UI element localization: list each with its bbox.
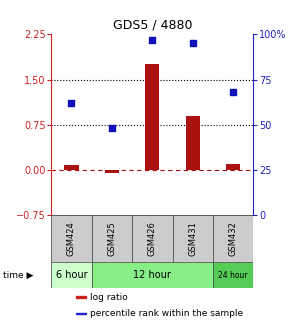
Bar	[76, 313, 86, 314]
Point	[190, 41, 195, 46]
Text: GSM431: GSM431	[188, 221, 197, 256]
Bar	[132, 215, 173, 262]
Bar	[173, 215, 213, 262]
Bar	[186, 116, 200, 170]
Bar	[51, 215, 92, 262]
Text: GSM426: GSM426	[148, 221, 157, 256]
Text: percentile rank within the sample: percentile rank within the sample	[90, 309, 243, 318]
Text: 24 hour: 24 hour	[218, 271, 248, 280]
Point	[231, 90, 236, 95]
Text: log ratio: log ratio	[90, 293, 127, 302]
Bar	[226, 164, 240, 170]
Text: GSM425: GSM425	[108, 221, 116, 256]
Bar	[64, 165, 79, 170]
Point	[150, 37, 155, 43]
Point	[69, 100, 74, 106]
Bar	[92, 215, 132, 262]
Text: 6 hour: 6 hour	[56, 270, 87, 280]
Title: GDS5 / 4880: GDS5 / 4880	[113, 19, 192, 32]
Bar	[145, 64, 159, 170]
Text: GSM424: GSM424	[67, 221, 76, 256]
Point	[110, 126, 114, 131]
Text: time ▶: time ▶	[3, 271, 33, 280]
Bar	[51, 262, 92, 288]
Text: GSM432: GSM432	[229, 221, 238, 256]
Bar	[105, 170, 119, 173]
Bar	[92, 262, 213, 288]
Bar	[213, 215, 253, 262]
Bar	[213, 262, 253, 288]
Text: 12 hour: 12 hour	[133, 270, 171, 280]
Bar	[76, 296, 86, 298]
